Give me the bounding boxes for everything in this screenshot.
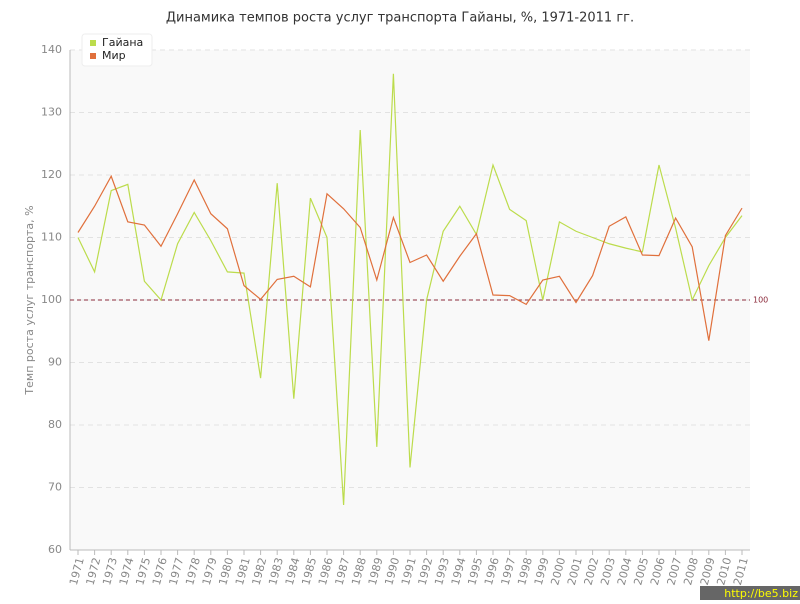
series-line (77, 174, 743, 341)
y-tick-label: 110 (41, 231, 62, 244)
y-tick-label: 140 (41, 43, 62, 56)
legend-label: Мир (102, 49, 126, 62)
watermark-bg (700, 586, 800, 600)
y-tick-label: 60 (48, 543, 62, 556)
legend-label: Гайана (102, 36, 143, 49)
reference-label: 100 (753, 296, 768, 305)
y-tick-label: 100 (41, 293, 62, 306)
watermark: http://be5.biz (724, 587, 798, 600)
y-tick-label: 120 (41, 168, 62, 181)
y-tick-label: 70 (48, 481, 62, 494)
legend-swatch (90, 40, 96, 46)
y-tick-label: 80 (48, 418, 62, 431)
legend-swatch (90, 53, 96, 59)
y-tick-label: 130 (41, 106, 62, 119)
legend-box (81, 33, 153, 67)
x-tick-label: 2011 (731, 556, 751, 586)
y-tick-label: 90 (48, 356, 62, 369)
chart-title: Динамика темпов роста услуг транспорта Г… (166, 11, 634, 26)
y-axis-label: Темп роста услуг транспорта, % (23, 205, 36, 395)
series-line (77, 73, 743, 506)
